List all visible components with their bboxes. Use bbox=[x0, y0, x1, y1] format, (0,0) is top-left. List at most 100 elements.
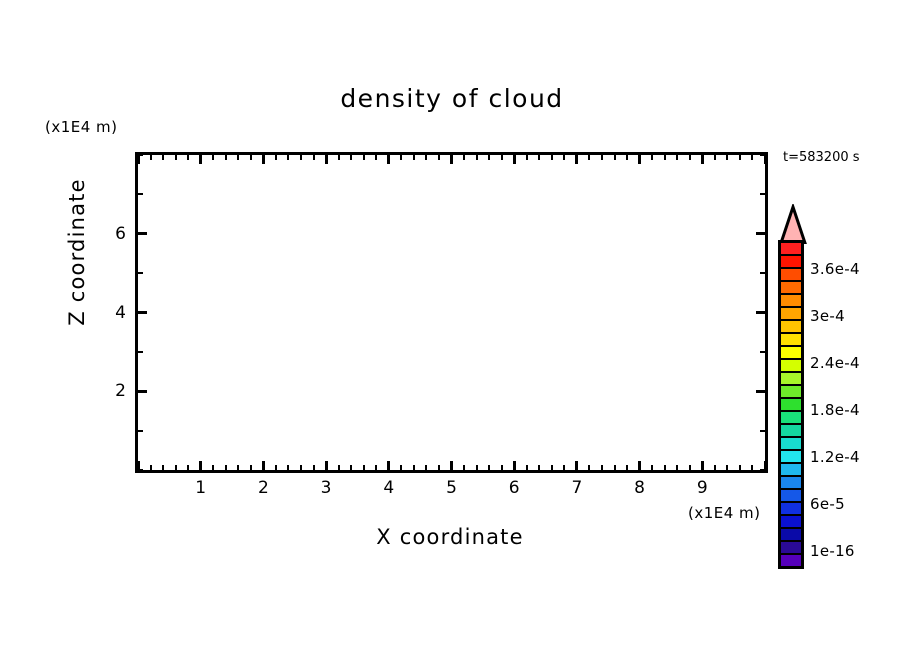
colorbar-band-separator bbox=[781, 553, 801, 555]
x-tick-label: 7 bbox=[571, 478, 583, 498]
y-tick-major-right bbox=[756, 232, 765, 236]
page-title: density of cloud bbox=[340, 84, 564, 113]
x-tick-minor-top bbox=[237, 155, 240, 160]
colorbar-band bbox=[781, 321, 801, 332]
colorbar-band bbox=[781, 334, 801, 345]
x-tick-minor-top bbox=[337, 155, 340, 160]
x-tick-label: 8 bbox=[634, 478, 645, 498]
colorbar-band bbox=[781, 425, 801, 436]
x-tick-minor-top bbox=[626, 155, 629, 160]
y-tick-minor-right bbox=[760, 469, 765, 471]
x-tick-minor bbox=[600, 465, 603, 470]
x-tick-minor bbox=[488, 465, 491, 470]
colorbar-band bbox=[781, 438, 801, 449]
x-tick-minor bbox=[738, 465, 741, 470]
x-tick-minor bbox=[375, 465, 378, 470]
x-tick-minor bbox=[425, 465, 428, 470]
colorbar-tick-label: 1.8e-4 bbox=[810, 401, 860, 420]
y-tick-major-right bbox=[756, 389, 765, 393]
x-tick-minor bbox=[688, 465, 691, 470]
x-tick-major-top bbox=[700, 155, 704, 164]
x-tick-minor bbox=[437, 465, 440, 470]
y-tick-minor-right bbox=[760, 154, 765, 156]
x-tick-minor-top bbox=[437, 155, 440, 160]
x-tick-minor bbox=[174, 465, 177, 470]
colorbar-band bbox=[781, 503, 801, 514]
x-tick-minor-top bbox=[149, 155, 152, 160]
colorbar-band-separator bbox=[781, 462, 801, 464]
x-tick-minor bbox=[676, 465, 679, 470]
x-tick-minor-top bbox=[488, 155, 491, 160]
colorbar-band-separator bbox=[781, 514, 801, 516]
colorbar-band-separator bbox=[781, 488, 801, 490]
x-tick-minor-top bbox=[400, 155, 403, 160]
colorbar-band bbox=[781, 516, 801, 527]
y-tick-minor bbox=[138, 350, 143, 353]
x-tick-major bbox=[324, 461, 328, 470]
colorbar-band-separator bbox=[781, 319, 801, 321]
colorbar-band bbox=[781, 269, 801, 280]
x-tick-minor-top bbox=[651, 155, 654, 160]
x-tick-minor-top bbox=[287, 155, 290, 160]
colorbar-band bbox=[781, 373, 801, 384]
x-tick-minor-top bbox=[588, 155, 591, 160]
y-tick-minor bbox=[138, 193, 143, 196]
y-tick-minor bbox=[138, 429, 143, 432]
colorbar-band-separator bbox=[781, 423, 801, 425]
colorbar-band-separator bbox=[781, 254, 801, 256]
x-tick-minor bbox=[412, 465, 415, 470]
y-tick-label: 2 bbox=[115, 381, 126, 402]
colorbar-band-separator bbox=[781, 384, 801, 386]
colorbar-tick-label: 1e-16 bbox=[810, 542, 855, 561]
x-axis-title: X coordinate bbox=[376, 525, 524, 549]
colorbar-band-separator bbox=[781, 306, 801, 308]
x-tick-minor-top bbox=[713, 155, 716, 160]
x-tick-label: 2 bbox=[257, 478, 269, 498]
x-tick-major bbox=[261, 461, 265, 470]
y-tick-major bbox=[138, 389, 147, 393]
x-tick-minor bbox=[525, 465, 528, 470]
x-tick-minor bbox=[475, 465, 478, 470]
colorbar-band bbox=[781, 282, 801, 293]
colorbar-tick-label: 3.6e-4 bbox=[810, 260, 860, 279]
x-tick-minor bbox=[212, 465, 215, 470]
x-tick-minor-top bbox=[312, 155, 315, 160]
y-tick-minor bbox=[138, 469, 143, 471]
colorbar-band bbox=[781, 555, 801, 566]
x-tick-label: 3 bbox=[320, 478, 332, 498]
x-tick-major bbox=[638, 461, 642, 470]
colorbar[interactable]: 3.6e-4 3e-4 2.4e-4 1.8e-4 1.2e-4 6e-5 1e-16 bbox=[776, 204, 860, 569]
y-tick-minor bbox=[138, 272, 143, 275]
x-tick-minor bbox=[588, 465, 591, 470]
x-tick-label: 4 bbox=[383, 478, 395, 498]
x-tick-minor bbox=[300, 465, 303, 470]
colorbar-band bbox=[781, 243, 801, 254]
colorbar-band bbox=[781, 347, 801, 358]
x-tick-minor bbox=[550, 465, 553, 470]
x-tick-minor-top bbox=[425, 155, 428, 160]
colorbar-band-separator bbox=[781, 475, 801, 477]
x-tick-minor bbox=[237, 465, 240, 470]
x-axis-unit-label: (x1E4 m) bbox=[688, 504, 761, 522]
colorbar-tick-label: 6e-5 bbox=[810, 495, 845, 514]
colorbar-band-separator bbox=[781, 358, 801, 360]
x-tick-major bbox=[450, 461, 453, 470]
colorbar-band bbox=[781, 360, 801, 371]
x-tick-major-top bbox=[199, 155, 203, 164]
y-tick-label: 4 bbox=[115, 302, 126, 323]
colorbar-band-separator bbox=[781, 371, 801, 373]
colorbar-over-arrow-icon bbox=[779, 204, 807, 244]
colorbar-band-separator bbox=[781, 410, 801, 412]
x-tick-major-top bbox=[261, 155, 265, 164]
x-tick-minor bbox=[663, 465, 666, 470]
x-tick-minor bbox=[500, 465, 503, 470]
x-tick-major-top bbox=[387, 155, 391, 164]
x-tick-major-top bbox=[324, 155, 328, 164]
y-axis-unit-label: (x1E4 m) bbox=[45, 118, 118, 136]
x-tick-minor-top bbox=[274, 155, 277, 160]
x-tick-minor bbox=[287, 465, 290, 470]
colorbar-band-separator bbox=[781, 332, 801, 334]
colorbar-band-separator bbox=[781, 540, 801, 542]
x-tick-minor-top bbox=[550, 155, 553, 160]
x-tick-major-top bbox=[763, 155, 767, 164]
